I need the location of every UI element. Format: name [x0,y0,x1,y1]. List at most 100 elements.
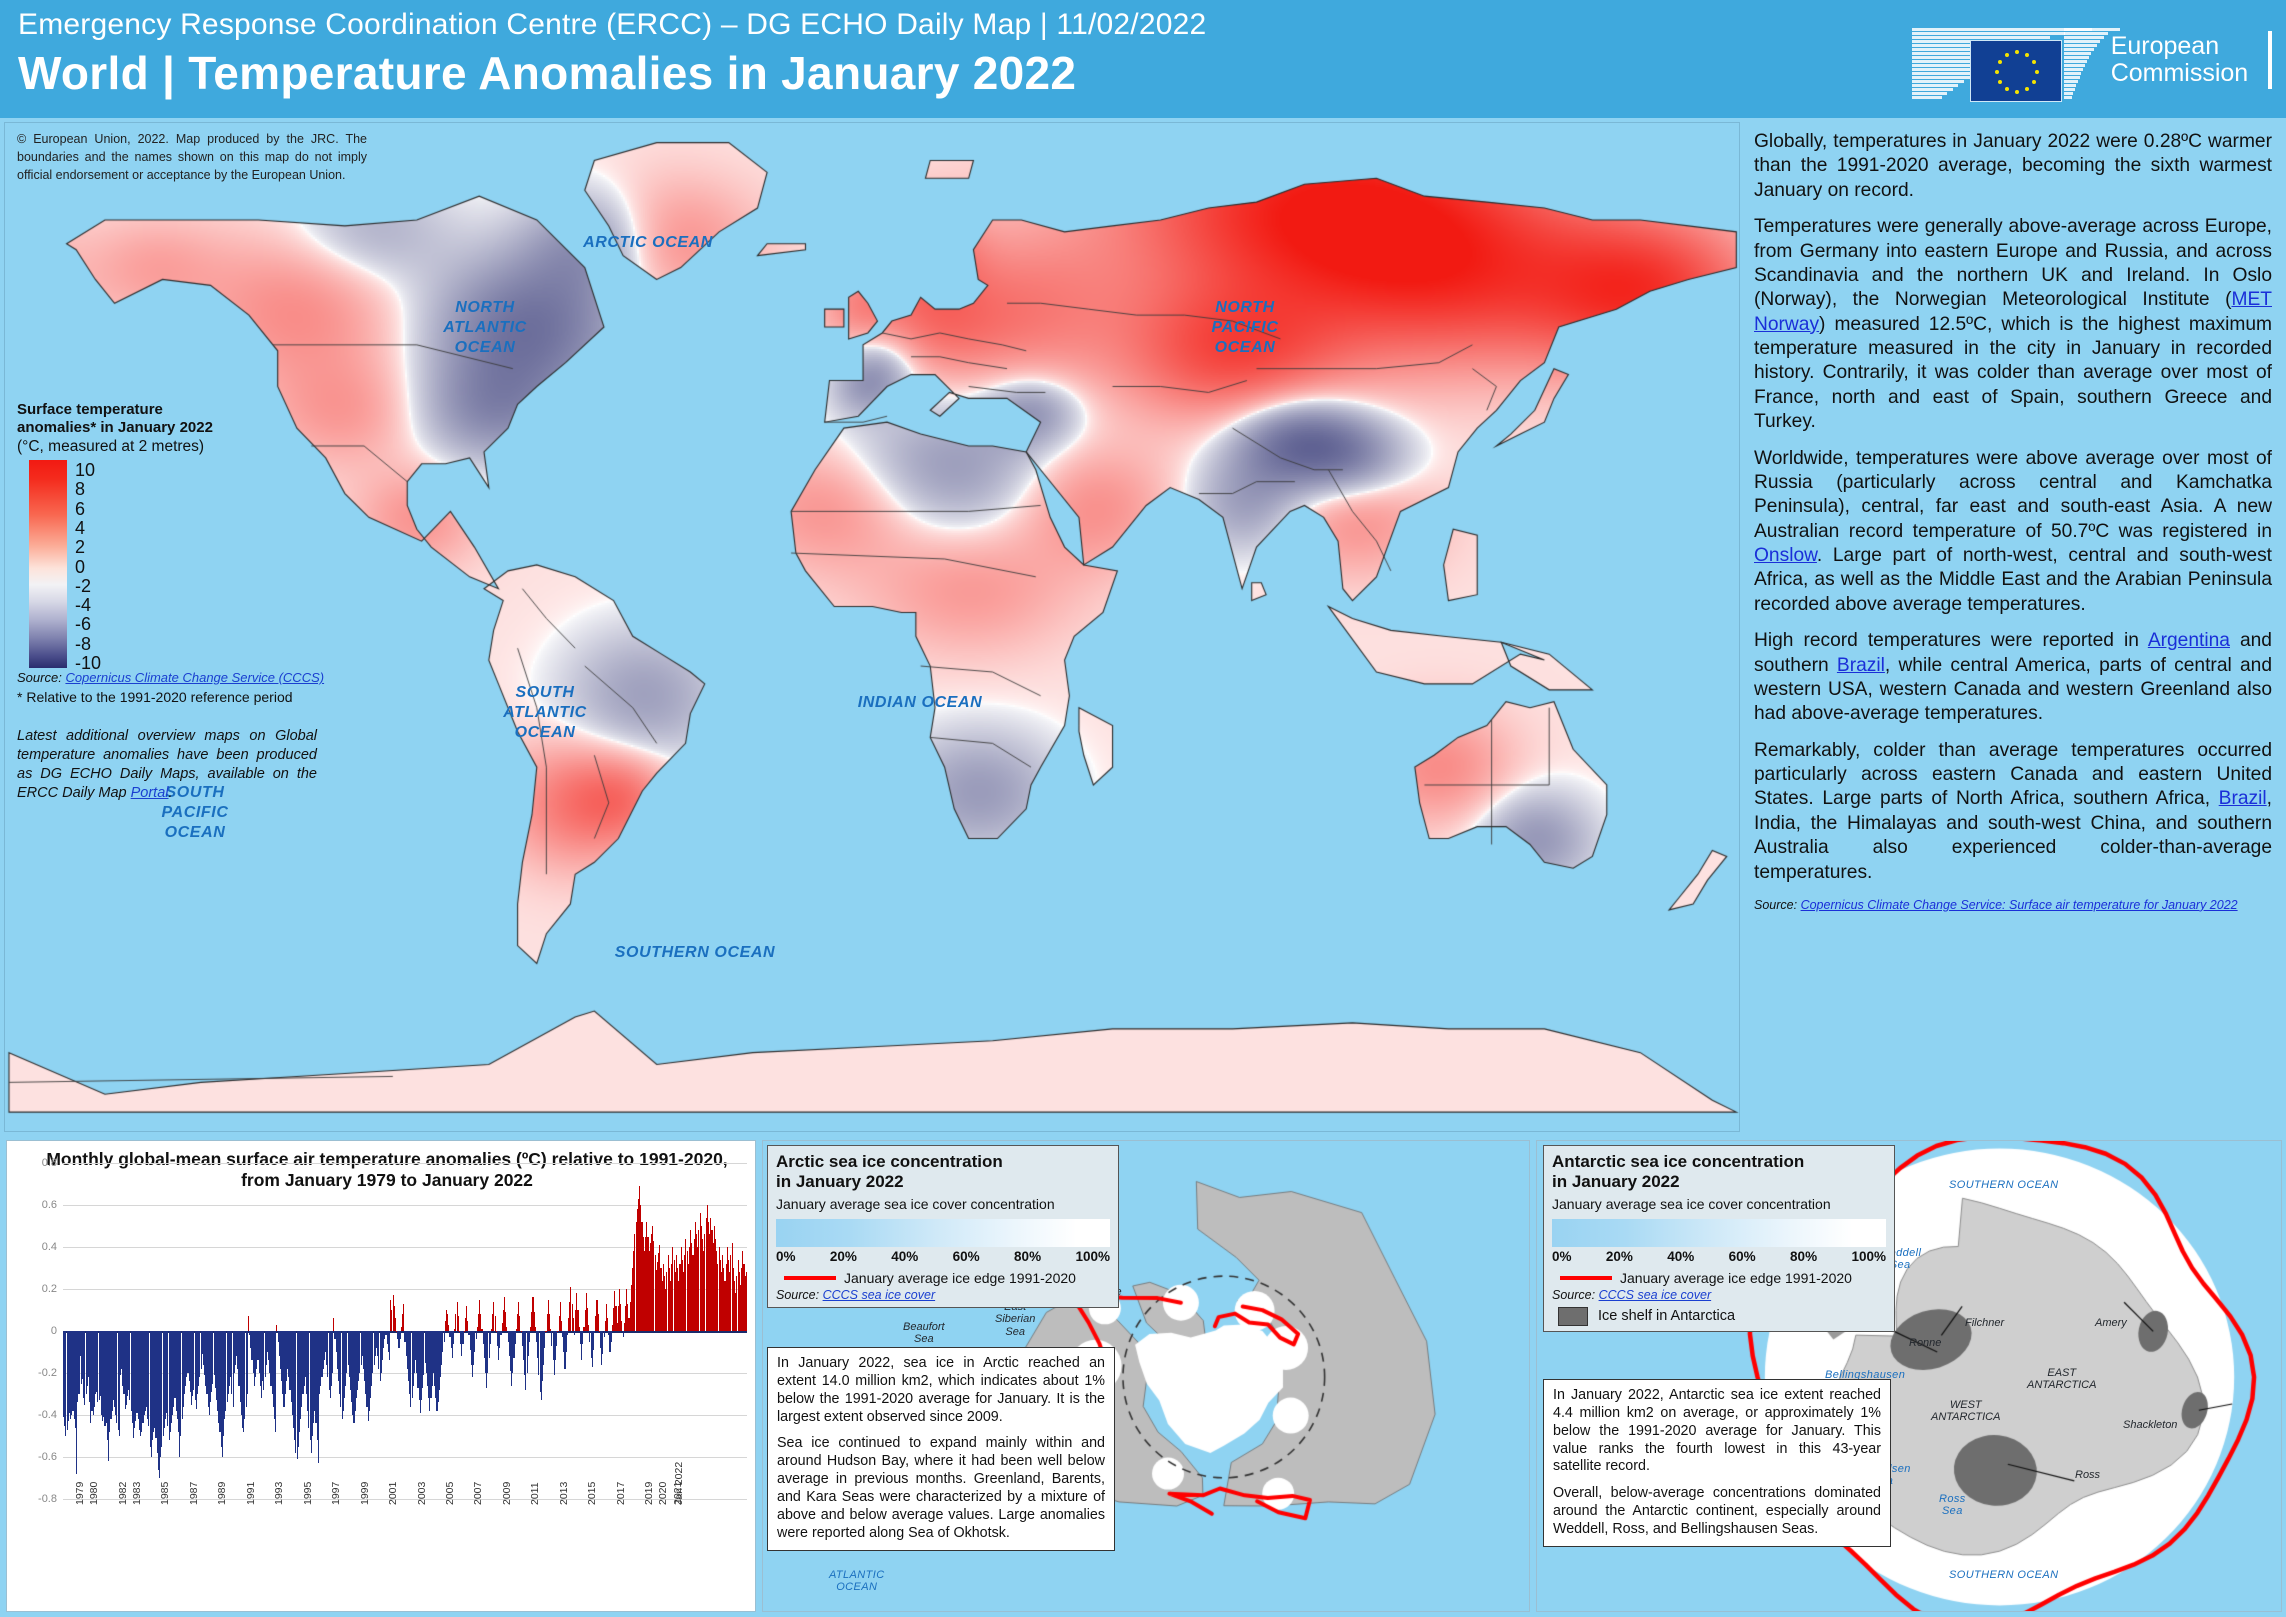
chart-bar [624,1305,626,1331]
chart-bar [713,1226,715,1331]
chart-bar [725,1263,727,1331]
chart-bar [586,1307,589,1331]
chart-bar [729,1272,731,1331]
arctic-source-link[interactable]: CCCS sea ice cover [822,1287,936,1302]
chart-bar [240,1331,242,1415]
chart-bar [316,1331,318,1441]
chart-bar [268,1331,270,1361]
chart-bar [95,1331,97,1394]
chart-bar [321,1331,323,1378]
temperature-anomaly-chart-panel[interactable]: Monthly global-mean surface air temperat… [6,1140,756,1612]
chart-bar [143,1331,145,1415]
chart-bar [528,1331,530,1342]
chart-bar [533,1312,535,1331]
chart-gridline-8 [63,1499,747,1500]
inline-link-argentina[interactable]: Argentina [2147,630,2230,652]
chart-bar [329,1331,331,1399]
chart-bar [540,1331,542,1401]
chart-bar [185,1331,187,1386]
chart-bar [481,1328,483,1331]
chart-bar [445,1310,447,1331]
chart-ytick-6: -0.4 [38,1409,57,1421]
chart-bar [745,1272,747,1331]
ercc-portal-link[interactable]: Portal [130,784,169,801]
chart-bar [512,1331,514,1373]
legend-source-link[interactable]: Copernicus Climate Change Service (CCCS) [65,670,325,685]
legend-tick-2: 6 [75,498,86,519]
chart-bar [339,1331,341,1394]
eu-logo-text: European Commission [2111,33,2249,87]
antarctic-sea-ice-panel[interactable]: SOUTHERN OCEAN Weddell Sea Filchner Ronne Am… [1536,1140,2282,1612]
chart-bar [626,1289,628,1331]
chart-bar [225,1331,227,1411]
chart-bar [141,1331,143,1432]
chart-bar [486,1331,488,1388]
arctic-source: Source: CCCS sea ice cover [776,1288,1110,1302]
chart-bar [418,1331,420,1401]
chart-bar [97,1331,99,1403]
chart-bar [476,1326,478,1331]
chart-xtick-10: 1997 [330,1481,343,1505]
analysis-source-link[interactable]: Copernicus Climate Change Service: Surfa… [1800,897,2238,912]
chart-bar [671,1263,673,1331]
chart-bar [361,1331,363,1357]
chart-bar [394,1318,397,1331]
chart-bar [611,1324,613,1331]
chart-bar [564,1331,566,1369]
antarctic-concentration-gradient [1552,1218,1886,1247]
arctic-sea-ice-panel[interactable]: PACIFIC OCEANBering SeaSea of OkhotskArc… [762,1140,1530,1612]
chart-bar [686,1251,688,1331]
chart-bar [691,1242,693,1331]
chart-bar [313,1331,315,1424]
map-copyright-notice: © European Union, 2022. Map produced by … [17,132,367,182]
chart-bar [179,1331,181,1457]
chart-bar [113,1331,116,1407]
chart-bar [724,1280,726,1331]
chart-bar [521,1331,523,1346]
chart-bar [435,1331,437,1399]
chart-bar [417,1331,419,1388]
chart-bar [508,1331,510,1357]
chart-bar [600,1331,602,1348]
chart-bar [303,1331,305,1386]
chart-bar [524,1331,526,1376]
chart-bar [398,1331,400,1348]
chart-bar [174,1331,176,1399]
antarctic-source-link[interactable]: CCCS sea ice cover [1598,1287,1712,1302]
ice-shelf-legend-row: Ice shelf in Antarctica [1552,1306,1886,1326]
chart-bar [104,1331,106,1426]
chart-bar [84,1331,86,1405]
antarctic-title-line1: Antarctic sea ice concentration [1552,1152,1805,1171]
chart-bar [342,1331,344,1411]
chart-bar [83,1331,85,1399]
chart-bar [439,1331,442,1378]
chart-bar [263,1331,265,1390]
inline-link-brazil[interactable]: Brazil [2218,788,2267,810]
chart-bar [649,1242,651,1331]
chart-bar [272,1331,274,1407]
legend-colorbar-wrap: 10 8 6 4 2 0 -2 -4 -6 -8 -10 [17,460,337,673]
eu-flag-fan-icon [1912,20,2120,102]
chart-xtick-20: 2017 [614,1481,627,1505]
chart-bar [634,1234,636,1331]
chart-bar [124,1331,126,1409]
chart-title: Monthly global-mean surface air temperat… [46,1149,728,1191]
chart-bar [575,1310,577,1331]
antarctic-map-label-0: SOUTHERN OCEAN [1949,1179,2059,1191]
inline-link-onslow[interactable]: Onslow [1754,545,1817,566]
chart-bar [156,1331,158,1453]
chart-bar [291,1331,293,1415]
chart-bar [162,1331,164,1436]
chart-bar [492,1314,494,1331]
chart-bar [119,1331,121,1376]
inline-link-met-norway[interactable]: MET Norway [1754,289,2272,335]
antarctic-scale-ticks: 0% 20% 40% 60% 80% 100% [1552,1249,1886,1264]
chart-bar [550,1328,552,1331]
chart-bar [466,1305,468,1331]
world-temperature-anomaly-map[interactable]: © European Union, 2022. Map produced by … [4,122,1740,1132]
chart-bar [335,1331,337,1352]
chart-bar [576,1293,578,1331]
chart-bar [375,1331,378,1348]
inline-link-brazil[interactable]: Brazil [1836,654,1885,676]
chart-bar [79,1331,81,1357]
